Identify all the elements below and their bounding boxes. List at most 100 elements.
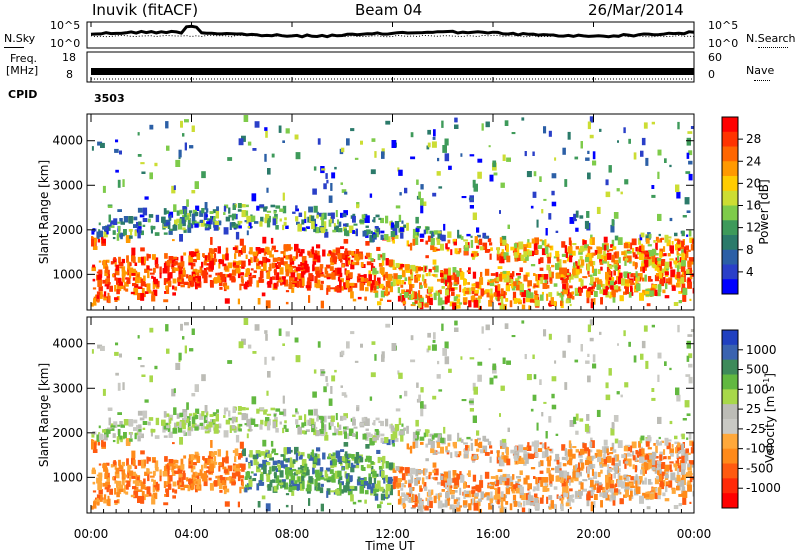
radar-cell (687, 249, 691, 252)
radar-cell (628, 341, 631, 347)
radar-cell (285, 128, 290, 134)
radar-cell (556, 494, 559, 499)
radar-cell (626, 475, 632, 477)
radar-cell (529, 292, 534, 299)
radar-cell (341, 467, 345, 471)
radar-cell (328, 453, 332, 458)
radar-cell (420, 408, 424, 417)
radar-cell (380, 254, 384, 258)
radar-cell (118, 256, 121, 263)
radar-cell (201, 261, 204, 268)
radar-cell (480, 491, 485, 499)
radar-cell (317, 279, 321, 288)
radar-cell (315, 473, 321, 481)
radar-cell (335, 286, 340, 292)
radar-cell (296, 280, 300, 288)
radar-cell (307, 277, 310, 284)
radar-cell (422, 201, 427, 206)
radar-cell (267, 371, 271, 378)
radar-cell (360, 343, 363, 348)
radar-cell (551, 190, 555, 196)
radar-cell (350, 291, 354, 299)
radar-cell (410, 272, 414, 279)
radar-cell (480, 288, 485, 296)
radar-cell (173, 407, 177, 415)
radar-cell (647, 244, 652, 247)
radar-cell (372, 267, 377, 274)
radar-cell (234, 456, 237, 463)
radar-cell (164, 481, 169, 486)
radar-cell (147, 218, 151, 223)
radar-cell (365, 432, 371, 438)
radar-cell (673, 463, 678, 468)
radar-cell (636, 283, 641, 291)
radar-cell (238, 138, 244, 146)
radar-cell (97, 274, 102, 280)
radar-cell (285, 331, 290, 337)
radar-cell (517, 479, 522, 482)
radar-cell (258, 277, 263, 280)
radar-cell (623, 271, 629, 275)
radar-cell (689, 501, 692, 504)
radar-cell (655, 253, 659, 256)
radar-cell (176, 413, 180, 419)
radar-cell (456, 270, 460, 277)
radar-cell (300, 452, 305, 457)
radar-cell (379, 298, 383, 301)
radar-cell (335, 450, 341, 459)
radar-cell (530, 205, 534, 209)
radar-cell (644, 477, 647, 485)
radar-cell (328, 422, 332, 430)
radar-cell (149, 375, 153, 383)
radar-cell (236, 268, 241, 274)
freq-left-tick-low: 8 (66, 68, 73, 81)
radar-cell (516, 487, 521, 494)
radar-cell (667, 456, 671, 460)
radar-cell (553, 486, 558, 490)
radar-cell (624, 179, 629, 185)
radar-cell (346, 341, 350, 349)
radar-cell (401, 220, 404, 224)
radar-cell (282, 481, 286, 488)
radar-cell (506, 271, 511, 276)
radar-cell (132, 459, 136, 467)
radar-cell (131, 247, 136, 256)
radar-cell (167, 475, 171, 484)
radar-cell (214, 258, 218, 262)
radar-cell (243, 318, 249, 325)
radar-cell (238, 253, 241, 257)
radar-cell (331, 256, 336, 263)
radar-cell (259, 270, 264, 279)
radar-cell (549, 503, 552, 509)
radar-cell (130, 291, 135, 295)
radar-cell (500, 182, 505, 188)
radar-cell (403, 281, 406, 285)
radar-cell (645, 157, 649, 166)
radar-cell (238, 250, 243, 255)
radar-cell (427, 345, 431, 351)
radar-cell (304, 217, 307, 224)
radar-cell (592, 471, 597, 479)
radar-cell (318, 228, 322, 233)
radar-cell (575, 413, 579, 421)
radar-cell (257, 298, 261, 305)
radar-cell (412, 438, 415, 442)
radar-cell (406, 425, 409, 434)
radar-cell (687, 277, 692, 285)
radar-cell (315, 266, 320, 275)
radar-cell (482, 232, 487, 239)
radar-cell (478, 238, 483, 246)
radar-cell (590, 492, 595, 495)
radar-cell (605, 474, 609, 483)
radar-cell (302, 278, 305, 287)
radar-cell (628, 291, 632, 298)
radar-cell (441, 120, 444, 128)
radar-cell (228, 214, 232, 218)
radar-cell (412, 505, 416, 508)
radar-cell (259, 473, 264, 482)
radar-cell (639, 437, 643, 444)
radar-cell (663, 456, 667, 460)
radar-cell (454, 117, 458, 123)
radar-cell (591, 468, 594, 476)
radar-cell (250, 257, 253, 263)
